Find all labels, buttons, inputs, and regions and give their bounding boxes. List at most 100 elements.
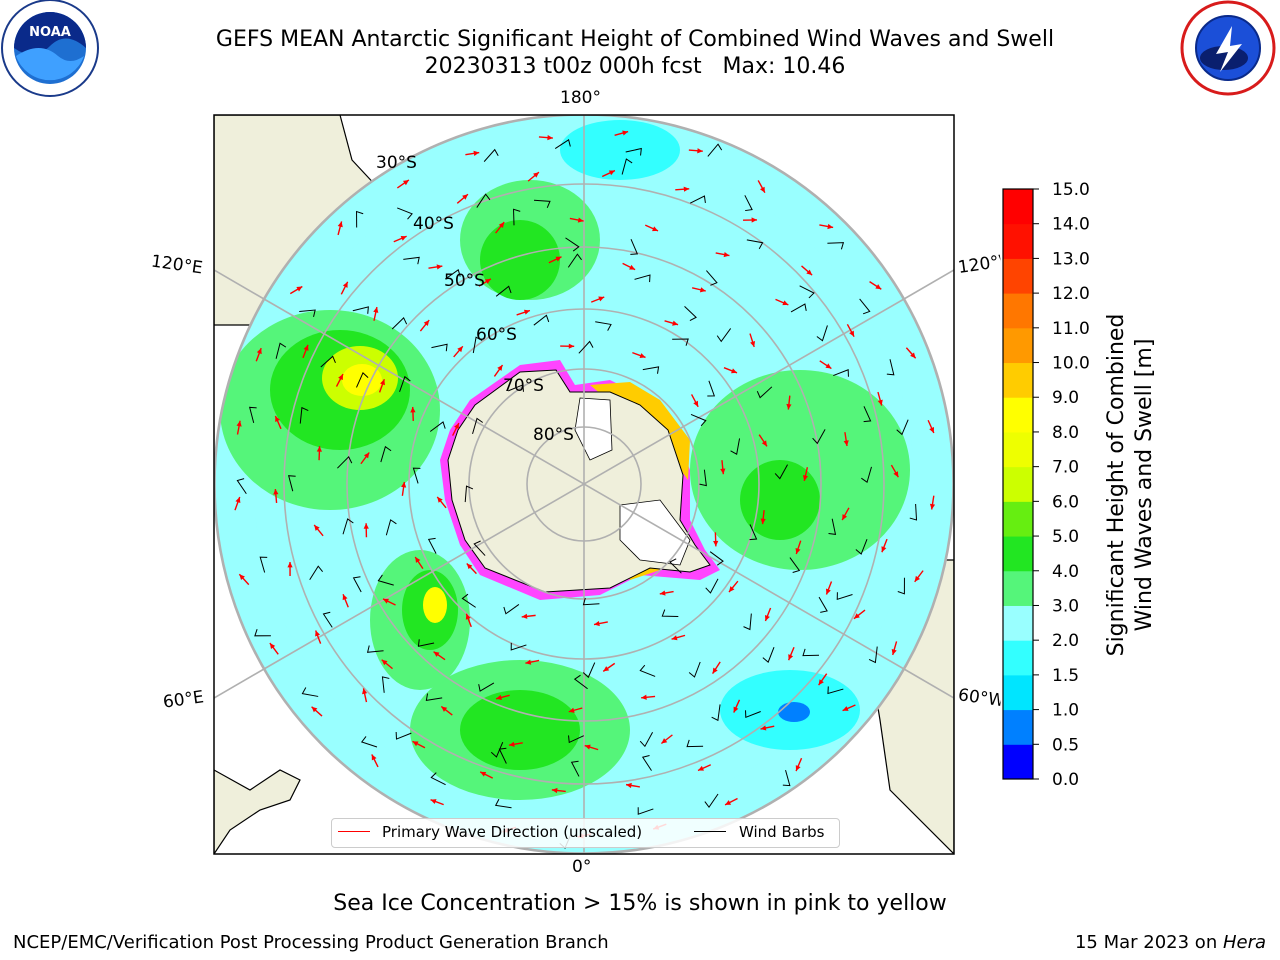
wind-barb — [430, 772, 446, 786]
wind-barb — [508, 384, 524, 392]
wind-barb — [476, 193, 491, 208]
wave-direction-arrowhead — [626, 782, 632, 789]
wind-barb — [705, 578, 719, 594]
wind-barb — [352, 306, 369, 314]
wind-barb — [868, 646, 878, 664]
wave-direction-arrowhead — [699, 287, 706, 293]
noaa-logo: NOAA — [1, 0, 99, 97]
wind-barb — [510, 642, 527, 651]
wind-barb — [582, 662, 596, 679]
wave-direction-arrowhead — [795, 765, 801, 772]
wind-barb — [472, 336, 483, 354]
wind-barb — [672, 338, 689, 346]
wave-direction-arrowhead — [910, 352, 916, 359]
wave-direction-arrowhead — [764, 615, 770, 622]
wave-direction-arrowhead — [761, 440, 767, 447]
lat-label-40s: 40°S — [413, 214, 454, 234]
wave-direction-arrowhead — [363, 452, 370, 459]
wind-barb — [762, 647, 775, 663]
wave-direction-arrowhead — [415, 556, 421, 563]
wind-barb — [749, 524, 758, 541]
wind-barb — [385, 519, 397, 536]
wave-direction-arrowhead — [338, 374, 343, 381]
wind-barb — [744, 195, 753, 212]
wave-direction-arrowhead — [551, 787, 558, 794]
wind-barb — [621, 158, 633, 175]
wind-barb — [634, 274, 651, 283]
wind-barb — [472, 417, 484, 434]
wave-direction-arrowhead — [316, 446, 322, 452]
wave-direction-arrowhead — [713, 540, 719, 547]
wind-barb — [533, 199, 551, 209]
wave-direction-arrowhead — [622, 130, 629, 136]
wave-direction-arrowhead — [496, 694, 502, 700]
wave-direction-arrowhead — [671, 635, 678, 641]
wind-barb — [707, 143, 723, 157]
wave-direction-arrowhead — [877, 399, 883, 406]
wave-direction-arrowhead — [598, 296, 605, 302]
wave-direction-arrowhead — [825, 363, 832, 369]
wave-direction-arrowhead — [672, 320, 679, 326]
wind-barbs-swatch — [694, 831, 726, 832]
wind-barb — [637, 807, 654, 815]
wave-direction-arrowhead — [362, 688, 368, 695]
wave-direction-arrowhead — [568, 707, 575, 713]
wave-direction-arrowhead — [697, 765, 704, 771]
wave-direction-arrowhead — [462, 194, 468, 200]
wind-barb — [248, 406, 257, 423]
wind-barb — [356, 210, 364, 228]
wind-barb — [886, 359, 895, 376]
legend-wind-barbs: Wind Barbs — [739, 823, 825, 841]
wave-direction-arrowhead — [498, 222, 505, 228]
wind-barb — [287, 475, 296, 492]
lat-label-70s: 70°S — [503, 376, 544, 396]
wave-direction-arrowhead — [273, 489, 279, 495]
wave-direction-arrowhead — [480, 771, 487, 777]
wave-direction-arrowhead — [853, 613, 860, 619]
wave-direction-arrowhead — [849, 330, 855, 337]
wave-direction-arrowhead — [303, 344, 309, 351]
wave-direction-arrowhead — [400, 235, 407, 241]
wave-direction-arrowhead — [533, 172, 539, 178]
wave-direction-arrowhead — [723, 251, 730, 258]
wind-barb — [275, 342, 287, 359]
wind-barb — [716, 328, 732, 343]
wave-direction-arrowhead — [825, 588, 831, 595]
footer-host: Hera — [1222, 932, 1266, 953]
wave-direction-arrowhead — [436, 264, 443, 270]
wind-barb — [554, 138, 571, 149]
wave-direction-arrowhead — [806, 269, 813, 276]
wave-direction-arrowhead — [401, 481, 407, 488]
wave-direction-arrowhead — [287, 561, 293, 568]
wave-direction-arrowhead — [818, 679, 824, 686]
wind-barb — [322, 611, 333, 628]
wind-barb — [816, 325, 828, 342]
wind-barb — [833, 369, 849, 377]
national-weather-service-logo — [1180, 0, 1276, 96]
wave-direction-arrowhead — [337, 221, 343, 228]
wave-direction-arrowhead — [525, 659, 532, 665]
wind-barb — [494, 798, 512, 809]
wind-barb — [707, 380, 716, 397]
wave-direction-arrowhead — [508, 741, 515, 747]
wind-barb — [790, 303, 807, 313]
wave-direction-arrowhead — [371, 754, 377, 761]
wind-barb — [625, 147, 642, 156]
wave-direction-arrowhead — [795, 548, 801, 554]
wave-direction-arrowhead — [236, 420, 242, 427]
wind-barb — [259, 556, 268, 573]
wave-direction-arrowhead — [697, 148, 703, 154]
wave-direction-arrowhead — [423, 320, 430, 326]
wind-barb — [689, 195, 706, 204]
wave-direction-arrowhead — [751, 217, 758, 223]
wave-direction-arrowhead — [363, 523, 369, 529]
lat-label-30s: 30°S — [376, 153, 417, 173]
wind-barb — [828, 518, 837, 535]
graticule — [214, 115, 954, 854]
wind-barb — [342, 518, 354, 535]
wind-barb — [299, 406, 309, 424]
wave-direction-arrowhead — [683, 186, 690, 192]
wind-barb — [802, 648, 820, 657]
wave-direction-arrowhead — [433, 651, 440, 657]
